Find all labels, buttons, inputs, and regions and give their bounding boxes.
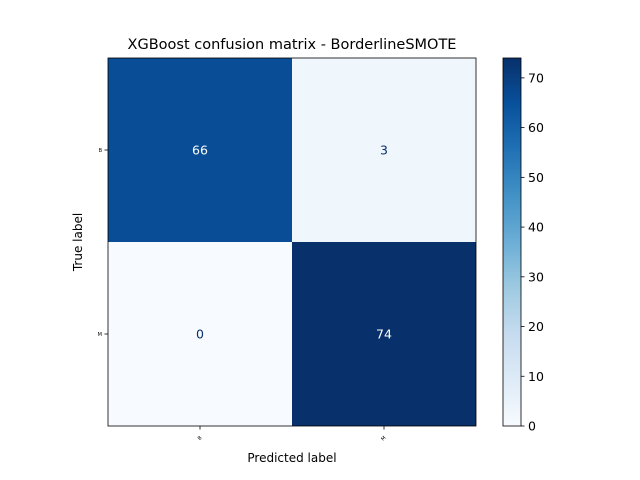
heatmap-cell [108,58,292,242]
colorbar [502,57,522,427]
colorbar-tick-label: 30 [528,269,544,284]
y-tick-label: M [98,332,102,338]
cell-value-label: 74 [376,327,392,342]
colorbar-tick-label: 0 [528,419,536,434]
heatmap-cell [292,58,476,242]
x-axis-label: Predicted label [247,451,336,465]
heatmap-cell [292,242,476,426]
y-axis-ticks: BM [98,148,108,338]
heatmap-cells [108,58,476,426]
cell-value-label: 66 [192,143,208,158]
colorbar-tick-label: 40 [528,220,544,235]
colorbar-ticks: 0 10 20 30 40 50 60 70 [521,70,544,434]
y-axis-label: True label [71,213,85,272]
colorbar-tick-label: 10 [528,369,544,384]
colorbar-tick-label: 70 [528,70,544,85]
heatmap-cell [108,242,292,426]
cell-value-label: 0 [196,327,204,342]
colorbar-tick-label: 60 [528,120,544,135]
cell-value-labels: 66 3 0 74 [192,143,392,342]
x-tick-label: B [197,435,204,442]
y-tick-label: B [99,148,103,154]
colorbar-tick-label: 20 [528,319,544,334]
chart-title: XGBoost confusion matrix - BorderlineSMO… [128,37,457,53]
colorbar-tick-label: 50 [528,170,544,185]
plot-frame [107,57,477,427]
x-tick-label: M [380,435,387,442]
cell-value-label: 3 [380,143,388,158]
